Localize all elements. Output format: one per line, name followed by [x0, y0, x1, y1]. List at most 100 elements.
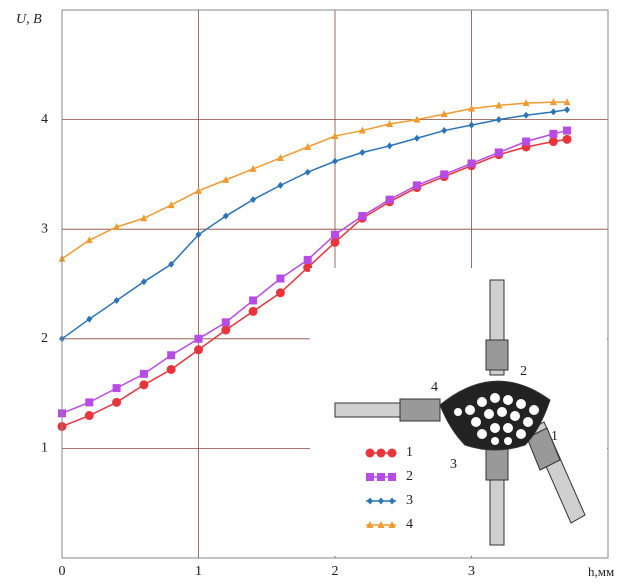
marker — [113, 223, 121, 231]
marker — [564, 106, 571, 114]
marker — [413, 115, 421, 123]
x-tick-label: 3 — [468, 564, 475, 579]
marker — [112, 384, 121, 393]
marker — [249, 164, 257, 172]
marker — [548, 137, 558, 147]
marker — [523, 111, 530, 119]
marker — [222, 175, 230, 183]
marker — [195, 231, 202, 239]
plot-border — [61, 9, 609, 559]
marker — [304, 143, 312, 150]
marker — [139, 369, 148, 378]
marker — [248, 306, 258, 316]
marker — [194, 334, 203, 343]
inset-label: 4 — [431, 380, 438, 395]
series-line — [61, 108, 568, 340]
marker — [222, 212, 229, 220]
x-axis-label: h,мм — [588, 564, 614, 579]
marker — [388, 521, 396, 528]
marker — [389, 497, 395, 505]
marker — [250, 196, 257, 204]
marker — [494, 148, 503, 157]
legend-label: 3 — [406, 493, 413, 508]
marker — [332, 157, 338, 165]
marker — [367, 497, 373, 505]
y-axis-label: U, В — [16, 12, 42, 27]
marker — [140, 214, 148, 222]
marker — [112, 397, 122, 407]
sensor-illustration — [334, 279, 586, 546]
marker — [549, 98, 557, 106]
marker — [495, 116, 502, 124]
y-tick-label: 2 — [41, 331, 48, 346]
marker — [276, 153, 284, 161]
marker — [385, 195, 394, 204]
marker — [331, 132, 339, 140]
marker — [195, 186, 202, 194]
y-tick-label: 4 — [41, 112, 48, 127]
marker — [85, 398, 94, 407]
lines — [57, 98, 572, 431]
y-tick-label: 3 — [41, 221, 48, 236]
marker — [549, 129, 558, 138]
marker — [139, 380, 149, 390]
marker — [413, 134, 420, 142]
x-tick-label: 2 — [332, 564, 339, 579]
marker — [386, 142, 393, 150]
x-tick-label: 1 — [195, 564, 202, 579]
x-tick-label: 0 — [59, 564, 66, 579]
inset-label: 2 — [520, 364, 527, 379]
marker — [303, 263, 313, 273]
marker — [359, 148, 366, 156]
marker — [522, 99, 530, 107]
y-tick-label: 1 — [41, 441, 48, 456]
marker — [467, 159, 476, 168]
marker — [563, 126, 572, 135]
marker — [304, 168, 311, 176]
marker — [365, 448, 375, 458]
marker — [85, 236, 93, 244]
marker — [275, 288, 285, 298]
marker — [249, 296, 258, 305]
marker — [221, 318, 230, 327]
marker — [194, 345, 203, 355]
marker — [386, 119, 394, 127]
marker — [113, 296, 120, 304]
inset: 2 4 1 3 — [310, 268, 607, 556]
marker — [366, 473, 374, 481]
legend-label: 2 — [406, 469, 413, 484]
marker — [366, 521, 374, 528]
marker — [358, 126, 366, 134]
marker — [387, 448, 397, 458]
marker — [563, 98, 571, 106]
legend-label: 1 — [406, 445, 413, 460]
marker — [303, 255, 312, 264]
marker — [378, 497, 384, 505]
marker — [522, 137, 531, 146]
marker — [388, 473, 396, 481]
marker — [168, 260, 175, 268]
inset-label: 1 — [551, 429, 558, 444]
marker — [140, 278, 147, 286]
marker — [440, 110, 448, 118]
marker — [166, 364, 176, 374]
marker — [167, 351, 176, 360]
legend-label: 4 — [406, 517, 413, 532]
marker — [468, 121, 475, 129]
marker — [377, 521, 385, 528]
marker — [86, 315, 93, 323]
series-line — [61, 129, 568, 415]
marker — [167, 201, 175, 209]
marker — [277, 181, 284, 189]
marker — [276, 274, 285, 283]
inset-label: 3 — [450, 457, 457, 472]
marker — [331, 230, 339, 239]
marker — [440, 170, 449, 179]
series-line — [61, 138, 568, 428]
marker — [412, 181, 421, 190]
marker — [468, 104, 475, 112]
marker — [221, 325, 231, 335]
series-line — [61, 101, 568, 260]
marker — [495, 101, 503, 109]
